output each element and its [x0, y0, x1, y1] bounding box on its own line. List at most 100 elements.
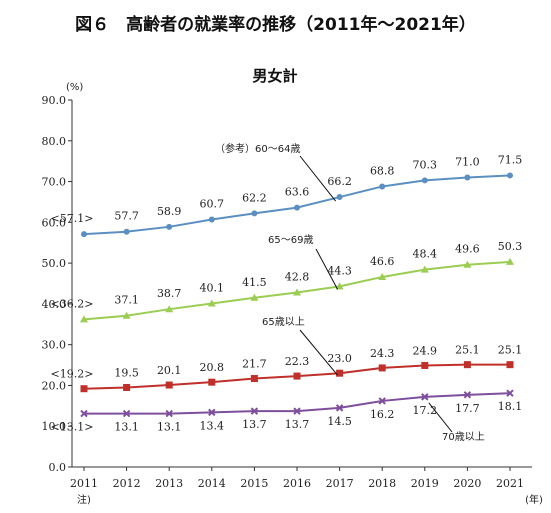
data-point	[293, 407, 301, 415]
data-label: 14.5	[327, 415, 352, 428]
x-tick-label: 2013	[155, 477, 183, 490]
data-point	[378, 397, 386, 405]
series-name-label: 65～69歳	[268, 234, 313, 246]
data-point	[166, 223, 173, 230]
data-point	[80, 315, 88, 323]
data-label: 41.5	[242, 276, 267, 289]
data-point	[507, 172, 513, 179]
data-label: 24.9	[413, 344, 438, 357]
data-label: 66.2	[327, 175, 352, 188]
data-label: 50.3	[498, 240, 523, 253]
figure-title: 図６ 高齢者の就業率の推移（2011年～2021年）	[75, 15, 476, 35]
data-label: 37.1	[114, 294, 139, 307]
data-label: 20.8	[200, 361, 225, 374]
data-label: 46.6	[370, 255, 395, 268]
leader-line	[315, 248, 339, 290]
x-tick-label: 2011	[70, 477, 98, 490]
data-label: 20.1	[157, 364, 182, 377]
data-point	[421, 177, 428, 184]
data-label: 58.9	[157, 205, 182, 218]
data-point	[463, 260, 472, 268]
data-label: 49.6	[455, 243, 480, 256]
data-point	[80, 409, 88, 418]
y-tick-label: 70.0	[42, 176, 67, 189]
data-label: 13.7	[285, 418, 310, 431]
y-tick-label: 90.0	[42, 94, 67, 107]
data-label: 63.6	[285, 186, 310, 199]
x-tick-label: 2014	[198, 477, 226, 490]
data-point	[335, 282, 344, 290]
x-tick-label: 2018	[368, 477, 396, 490]
data-point	[80, 385, 88, 393]
data-label: 25.1	[455, 344, 480, 357]
data-label: 71.0	[455, 155, 480, 168]
y-axis-unit: (%)	[66, 82, 83, 93]
data-point	[251, 210, 258, 217]
chart-title: 男女計	[252, 67, 297, 85]
data-point	[378, 272, 387, 280]
x-axis-note: 注)	[77, 493, 91, 506]
data-label: 18.1	[498, 400, 523, 413]
data-label: 70.3	[413, 158, 438, 171]
data-point	[506, 389, 514, 397]
leader-line	[299, 329, 338, 376]
data-label: 44.3	[327, 264, 352, 277]
data-point	[463, 391, 472, 399]
data-point	[506, 361, 514, 369]
data-point	[293, 288, 301, 296]
data-label: 13.4	[200, 419, 225, 432]
data-label: 16.2	[370, 408, 395, 421]
leader-line	[428, 402, 453, 433]
x-tick-label: 2015	[240, 477, 268, 490]
data-label: 22.3	[285, 355, 310, 368]
x-axis-unit: (年)	[525, 493, 543, 506]
x-tick-label: 2019	[411, 477, 439, 490]
y-tick-label: 30.0	[42, 339, 67, 352]
data-label: <57.1>	[51, 212, 94, 225]
data-point	[506, 257, 514, 265]
x-tick-label: 2012	[113, 477, 141, 490]
data-label: <13.1>	[51, 421, 94, 434]
y-tick-label: 10.0	[42, 420, 67, 433]
data-label: 19.5	[114, 366, 139, 379]
x-tick-label: 2021	[496, 477, 524, 490]
data-point	[250, 407, 259, 415]
data-point	[207, 299, 216, 307]
y-tick-label: 60.0	[42, 216, 67, 229]
leader-line	[299, 155, 336, 202]
data-point	[208, 216, 215, 223]
x-tick-label: 2020	[453, 477, 481, 490]
data-point	[421, 361, 429, 369]
data-point	[165, 305, 174, 313]
y-tick-label: 80.0	[42, 135, 67, 148]
data-point	[378, 364, 386, 372]
data-point	[123, 228, 130, 235]
data-label: 21.7	[242, 358, 267, 371]
data-point	[250, 375, 258, 383]
data-point	[122, 311, 131, 319]
data-point	[208, 408, 216, 417]
data-point	[294, 204, 300, 211]
data-point	[122, 409, 131, 418]
data-label: 25.1	[498, 344, 523, 357]
data-label: 17.7	[455, 402, 480, 415]
data-label: 68.8	[370, 164, 395, 177]
data-point	[165, 409, 173, 418]
data-label: 60.7	[200, 197, 225, 210]
data-label: 42.8	[285, 270, 310, 283]
y-tick-label: 0.0	[49, 461, 67, 474]
data-point	[463, 361, 471, 369]
data-label: 13.1	[114, 421, 139, 434]
data-label: <19.2>	[51, 368, 94, 381]
data-label: 48.4	[413, 248, 438, 261]
y-tick-label: 20.0	[42, 379, 67, 392]
data-label: 38.7	[157, 287, 182, 300]
series-name-label: 65歳以上	[262, 316, 305, 328]
series-name-label: （参考）60～64歳	[215, 142, 300, 155]
data-point	[165, 381, 173, 389]
data-point	[336, 194, 343, 201]
data-label: 23.0	[327, 352, 352, 365]
data-point	[464, 174, 471, 181]
data-point	[293, 372, 301, 380]
